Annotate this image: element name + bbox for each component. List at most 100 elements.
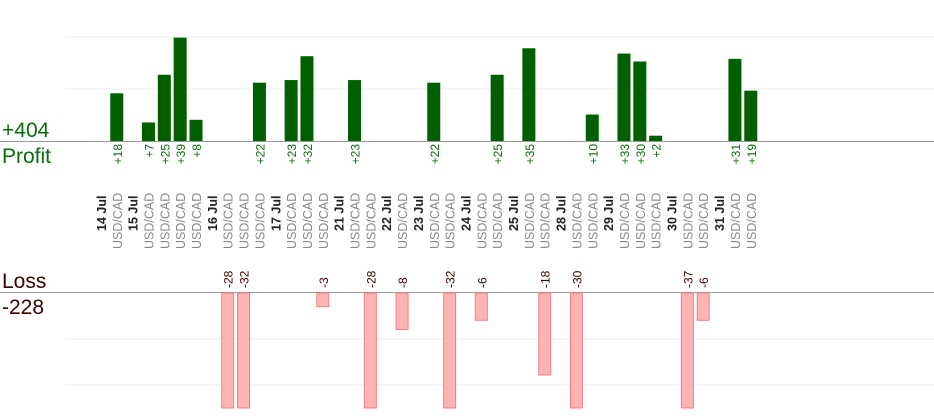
pair-label: USD/CAD	[190, 193, 204, 249]
profit-value-label: +22	[428, 144, 442, 165]
pair-label: USD/CAD	[142, 193, 156, 249]
profit-bar	[141, 122, 155, 141]
loss-value-label: -6	[475, 277, 489, 288]
pair-label: USD/CAD	[444, 193, 458, 249]
pair-label: USD/CAD	[729, 193, 743, 249]
loss-value-label: -37	[681, 270, 695, 288]
pair-label: USD/CAD	[523, 193, 537, 249]
profit-value-label: +25	[158, 144, 172, 165]
loss-bar	[316, 292, 330, 308]
loss-value-label: -32	[444, 270, 458, 288]
profit-bar	[348, 80, 362, 141]
profit-value-label: +33	[618, 144, 632, 165]
profit-bar	[252, 82, 266, 141]
date-label: 23 Jul	[412, 196, 426, 231]
profit-label: Profit	[2, 145, 52, 168]
loss-bar	[569, 292, 583, 409]
loss-value-label: -28	[222, 270, 236, 288]
profit-bar	[189, 119, 203, 141]
loss-value-label: -28	[364, 270, 378, 288]
loss-bar	[443, 292, 457, 409]
loss-bar	[538, 292, 552, 376]
profit-value-label: +39	[174, 144, 188, 165]
profit-bar	[157, 74, 171, 141]
pair-label: USD/CAD	[428, 193, 442, 249]
date-label: 25 Jul	[507, 196, 521, 231]
profit-value-label: +25	[491, 144, 505, 165]
profit-value-label: +2	[650, 144, 664, 158]
pair-label: USD/CAD	[681, 193, 695, 249]
pair-label: USD/CAD	[111, 193, 125, 249]
profit-bar	[110, 93, 124, 141]
loss-value-label: -18	[539, 270, 553, 288]
profit-value-label: +23	[285, 144, 299, 165]
loss-bar	[474, 292, 488, 321]
date-label: 15 Jul	[127, 196, 141, 231]
loss-value-label: -30	[570, 270, 584, 288]
pair-label: USD/CAD	[174, 193, 188, 249]
pair-label: USD/CAD	[158, 193, 172, 249]
profit-bar	[300, 56, 314, 142]
profit-bar	[617, 53, 631, 141]
loss-value-label: -3	[317, 277, 331, 288]
pair-label: USD/CAD	[634, 193, 648, 249]
loss-total: -228	[2, 296, 45, 319]
profit-bar	[728, 58, 742, 141]
pair-label: USD/CAD	[253, 193, 267, 249]
date-label: 28 Jul	[555, 196, 569, 231]
profit-value-label: +18	[111, 144, 125, 165]
profit-bar	[633, 61, 647, 141]
pair-label: USD/CAD	[475, 193, 489, 249]
date-label: 21 Jul	[333, 196, 347, 231]
pair-label: USD/CAD	[364, 193, 378, 249]
date-label: 31 Jul	[713, 196, 727, 231]
pair-label: USD/CAD	[745, 193, 759, 249]
date-label: 30 Jul	[666, 196, 680, 231]
pair-label: USD/CAD	[586, 193, 600, 249]
date-label: 16 Jul	[206, 196, 220, 231]
profit-value-label: +8	[190, 144, 204, 158]
date-label: 29 Jul	[602, 196, 616, 231]
profit-bar	[284, 80, 298, 141]
profit-bar	[585, 114, 599, 141]
loss-label: Loss	[2, 270, 47, 293]
profit-value-label: +32	[301, 144, 315, 165]
date-label: 17 Jul	[269, 196, 283, 231]
profit-value-label: +19	[745, 144, 759, 165]
loss-bar	[696, 292, 710, 321]
date-label: 22 Jul	[380, 196, 394, 231]
pair-label: USD/CAD	[222, 193, 236, 249]
loss-value-label: -8	[396, 277, 410, 288]
loss-bar	[221, 292, 235, 409]
loss-bar	[395, 292, 409, 330]
profit-value-label: +10	[586, 144, 600, 165]
profit-bar	[522, 48, 536, 141]
pair-label: USD/CAD	[301, 193, 315, 249]
profit-total: +404	[2, 119, 50, 142]
profit-bar	[744, 90, 758, 141]
profit-value-label: +31	[729, 144, 743, 165]
pair-label: USD/CAD	[396, 193, 410, 249]
loss-value-label: -6	[697, 277, 711, 288]
pair-label: USD/CAD	[539, 193, 553, 249]
profit-value-label: +23	[349, 144, 363, 165]
pair-label: USD/CAD	[618, 193, 632, 249]
profit-value-label: +35	[523, 144, 537, 165]
profit-bar	[173, 37, 187, 141]
date-label: 14 Jul	[95, 196, 109, 231]
pair-label: USD/CAD	[491, 193, 505, 249]
pair-label: USD/CAD	[349, 193, 363, 249]
loss-value-label: -32	[238, 270, 252, 288]
loss-bar	[680, 292, 694, 409]
profit-value-label: +22	[253, 144, 267, 165]
profit-bar	[427, 82, 441, 141]
pair-label: USD/CAD	[285, 193, 299, 249]
pair-label: USD/CAD	[650, 193, 664, 249]
loss-bar	[237, 292, 251, 409]
profit-value-label: +30	[634, 144, 648, 165]
profit-value-label: +7	[142, 144, 156, 158]
pair-label: USD/CAD	[238, 193, 252, 249]
pair-label: USD/CAD	[697, 193, 711, 249]
pair-label: USD/CAD	[317, 193, 331, 249]
